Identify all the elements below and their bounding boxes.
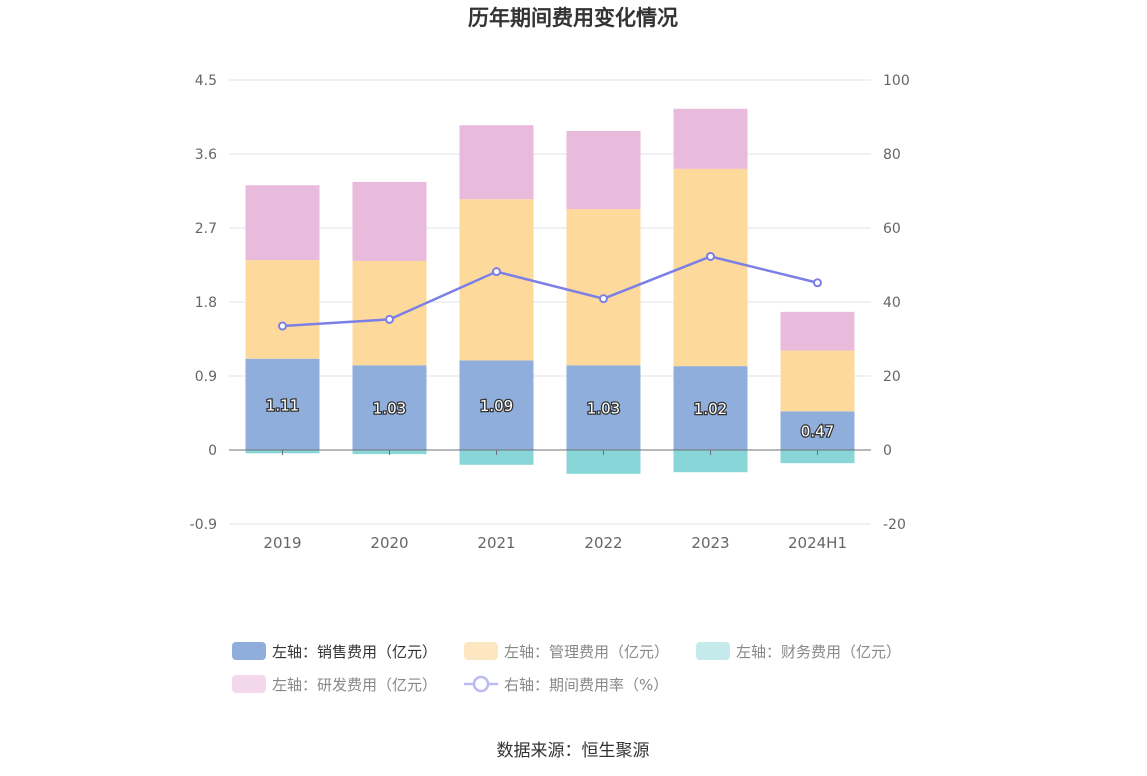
legend-label: 左轴：财务费用（亿元） xyxy=(736,643,901,661)
bar-finance-2023 xyxy=(673,450,748,473)
bar-rnd-2019 xyxy=(245,185,320,261)
rate-point xyxy=(492,267,501,277)
data-label: 1.09 xyxy=(480,397,513,415)
legend-item[interactable]: 左轴：销售费用（亿元） xyxy=(232,642,437,661)
rate-point xyxy=(385,314,394,324)
x-tick-label: 2024H1 xyxy=(788,534,847,552)
legend-item[interactable]: 左轴：管理费用（亿元） xyxy=(464,642,669,661)
legend-label: 左轴：销售费用（亿元） xyxy=(272,643,437,661)
y-right-tick-label: 100 xyxy=(883,73,910,89)
bar-admin-2024H1 xyxy=(780,350,855,412)
y-left-tick-label: 4.5 xyxy=(195,73,217,89)
x-tick-label: 2019 xyxy=(263,534,301,552)
bar-finance-2022 xyxy=(566,450,641,474)
legend: 左轴：销售费用（亿元） 左轴：管理费用（亿元） 左轴：财务费用（亿元） 左轴：研发费用… xyxy=(232,642,901,694)
y-right-tick-label: -20 xyxy=(883,517,906,533)
data-label: 0.47 xyxy=(801,423,834,441)
legend-swatch xyxy=(696,642,730,660)
data-label: 1.03 xyxy=(373,400,406,418)
legend-item[interactable]: 右轴：期间费用率（%） xyxy=(464,675,668,694)
data-label: 1.02 xyxy=(694,400,727,418)
bar-finance-2024H1 xyxy=(780,450,855,464)
bar-admin-2022 xyxy=(566,209,641,366)
bar-sales-2022 xyxy=(566,365,641,450)
rate-line xyxy=(278,251,822,331)
legend-swatch xyxy=(232,642,266,660)
rate-point xyxy=(706,251,715,261)
data-labels: 1.11 1.03 1.09 1.03 1.02 0.47 xyxy=(265,395,836,442)
bar-rnd-2022 xyxy=(566,130,641,210)
x-axis-labels: 2019 2020 2021 2022 2023 2024H1 xyxy=(263,534,847,552)
bar-admin-2019 xyxy=(245,260,320,359)
y-right-tick-label: 80 xyxy=(883,147,901,163)
bar-sales-2021 xyxy=(459,360,534,450)
x-tick-label: 2020 xyxy=(370,534,408,552)
x-tick-label: 2023 xyxy=(691,534,729,552)
y-left-tick-label: 0 xyxy=(208,443,217,459)
bar-sales-2023 xyxy=(673,366,748,450)
bar-sales-2019 xyxy=(245,358,320,450)
legend-label: 右轴：期间费用率（%） xyxy=(504,676,668,694)
y-left-tick-label: 3.6 xyxy=(195,147,217,163)
bars xyxy=(245,108,855,474)
legend-item[interactable]: 左轴：财务费用（亿元） xyxy=(696,642,901,661)
x-tick-label: 2021 xyxy=(477,534,515,552)
bar-rnd-2020 xyxy=(352,181,427,261)
data-label: 1.03 xyxy=(587,400,620,418)
bar-rnd-2021 xyxy=(459,125,534,200)
bar-sales-2024H1 xyxy=(780,411,855,450)
y-left-tick-label: 0.9 xyxy=(195,369,217,385)
legend-label: 左轴：管理费用（亿元） xyxy=(504,643,669,661)
bar-sales-2020 xyxy=(352,365,427,450)
legend-swatch xyxy=(464,642,498,660)
chart-title: 历年期间费用变化情况 xyxy=(468,6,678,30)
bar-admin-2021 xyxy=(459,199,534,361)
y-axis-left: -0.9 0 0.9 1.8 2.7 3.6 4.5 xyxy=(190,73,217,533)
y-axis-right: -20 0 20 40 60 80 100 xyxy=(883,73,910,533)
legend-label: 左轴：研发费用（亿元） xyxy=(272,676,437,694)
y-left-tick-label: -0.9 xyxy=(190,517,217,533)
bar-rnd-2023 xyxy=(673,108,748,169)
bar-admin-2020 xyxy=(352,260,427,366)
y-right-tick-label: 0 xyxy=(883,443,892,459)
legend-marker xyxy=(472,675,490,693)
bar-rnd-2024H1 xyxy=(780,311,855,351)
legend-swatch xyxy=(232,675,266,693)
y-right-tick-label: 40 xyxy=(883,295,901,311)
x-axis xyxy=(229,449,871,455)
y-right-tick-label: 60 xyxy=(883,221,901,237)
y-left-tick-label: 2.7 xyxy=(195,221,217,237)
rate-point xyxy=(813,278,822,288)
y-left-tick-label: 1.8 xyxy=(195,295,217,311)
data-label: 1.11 xyxy=(266,396,299,414)
grid xyxy=(229,79,871,525)
x-tick-label: 2022 xyxy=(584,534,622,552)
source-note: 数据来源：恒生聚源 xyxy=(497,741,650,761)
rate-point xyxy=(599,294,608,304)
y-right-tick-label: 20 xyxy=(883,369,901,385)
legend-item[interactable]: 左轴：研发费用（亿元） xyxy=(232,675,437,694)
rate-point xyxy=(278,321,287,331)
bar-finance-2021 xyxy=(459,450,534,465)
rate-line-path xyxy=(282,255,818,328)
